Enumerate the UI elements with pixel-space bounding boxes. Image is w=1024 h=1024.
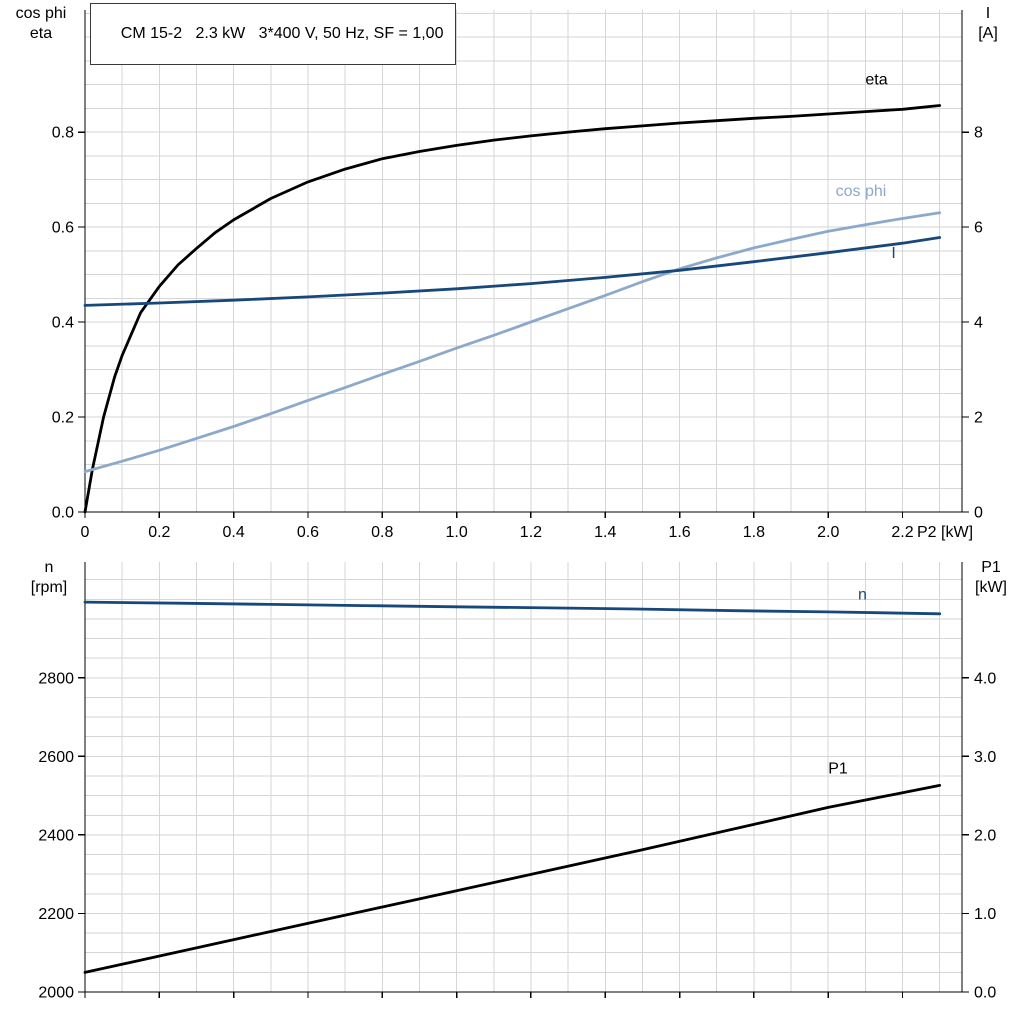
- axis-title-line: P1: [981, 559, 1001, 576]
- right-tick-label: 4.0: [974, 670, 996, 687]
- curve-P1: [83, 784, 942, 974]
- curve-label-cos-phi: cos phi: [836, 183, 887, 200]
- left-tick-label: 0.4: [52, 315, 74, 332]
- axis-title-line: eta: [29, 25, 53, 42]
- axis-title-line: I: [985, 5, 991, 22]
- left-tick-label: 2200: [38, 906, 74, 923]
- x-tick-label: 1.0: [445, 524, 467, 541]
- chart-title: CM 15-2 2.3 kW 3*400 V, 50 Hz, SF = 1,00: [120, 25, 444, 42]
- curve-cos-phi: [83, 211, 942, 474]
- top-right-axis-title: I [A]: [965, 4, 1011, 44]
- curve-n: [83, 600, 942, 616]
- axis-title-line: n: [44, 559, 54, 576]
- curve-I: [83, 236, 942, 307]
- left-tick-label: 0.2: [52, 410, 74, 427]
- x-tick-label: 0.8: [371, 524, 393, 541]
- right-tick-label: 6: [974, 220, 983, 237]
- bottom-left-axis-title: n [rpm]: [10, 558, 88, 598]
- right-tick-label: 0.0: [974, 985, 996, 1002]
- right-tick-label: 3.0: [974, 749, 996, 766]
- x-axis-label: P2 [kW]: [917, 524, 973, 541]
- bottom-right-axis-title: P1 [kW]: [966, 558, 1016, 598]
- x-tick-label: 1.8: [743, 524, 765, 541]
- x-tick-label: 1.4: [594, 524, 616, 541]
- x-tick-label: 0.4: [223, 524, 245, 541]
- x-tick-label: 2.0: [817, 524, 839, 541]
- x-tick-label: 0.2: [148, 524, 170, 541]
- curve-label-n: n: [858, 586, 867, 603]
- curve-eta: [83, 104, 942, 514]
- x-tick-label: 0: [81, 524, 90, 541]
- right-tick-label: 8: [974, 125, 983, 142]
- right-tick-label: 2.0: [974, 827, 996, 844]
- chart-title-box: CM 15-2 2.3 kW 3*400 V, 50 Hz, SF = 1,00: [90, 3, 457, 65]
- axis-title-line: cos phi: [15, 5, 67, 22]
- left-tick-label: 2600: [38, 749, 74, 766]
- x-tick-label: 1.2: [520, 524, 542, 541]
- axis-title-line: [kW]: [975, 579, 1007, 596]
- curve-label-P1: P1: [828, 761, 848, 778]
- left-tick-label: 0.8: [52, 125, 74, 142]
- x-tick-label: 2.2: [891, 524, 913, 541]
- x-tick-label: 1.6: [668, 524, 690, 541]
- right-tick-label: 1.0: [974, 906, 996, 923]
- left-tick-label: 0.6: [52, 220, 74, 237]
- axis-title-line: [A]: [978, 25, 998, 42]
- x-tick-label: 0.6: [297, 524, 319, 541]
- left-tick-label: 0.0: [52, 505, 74, 522]
- curve-label-eta: eta: [865, 72, 887, 89]
- curve-label-I: I: [891, 245, 895, 262]
- left-tick-label: 2800: [38, 670, 74, 687]
- right-tick-label: 4: [974, 315, 983, 332]
- axis-title-line: [rpm]: [30, 579, 68, 596]
- right-tick-label: 0: [974, 505, 983, 522]
- top-left-axis-title: cos phi eta: [2, 4, 80, 44]
- left-tick-label: 2400: [38, 827, 74, 844]
- right-tick-label: 2: [974, 410, 983, 427]
- left-tick-label: 2000: [38, 985, 74, 1002]
